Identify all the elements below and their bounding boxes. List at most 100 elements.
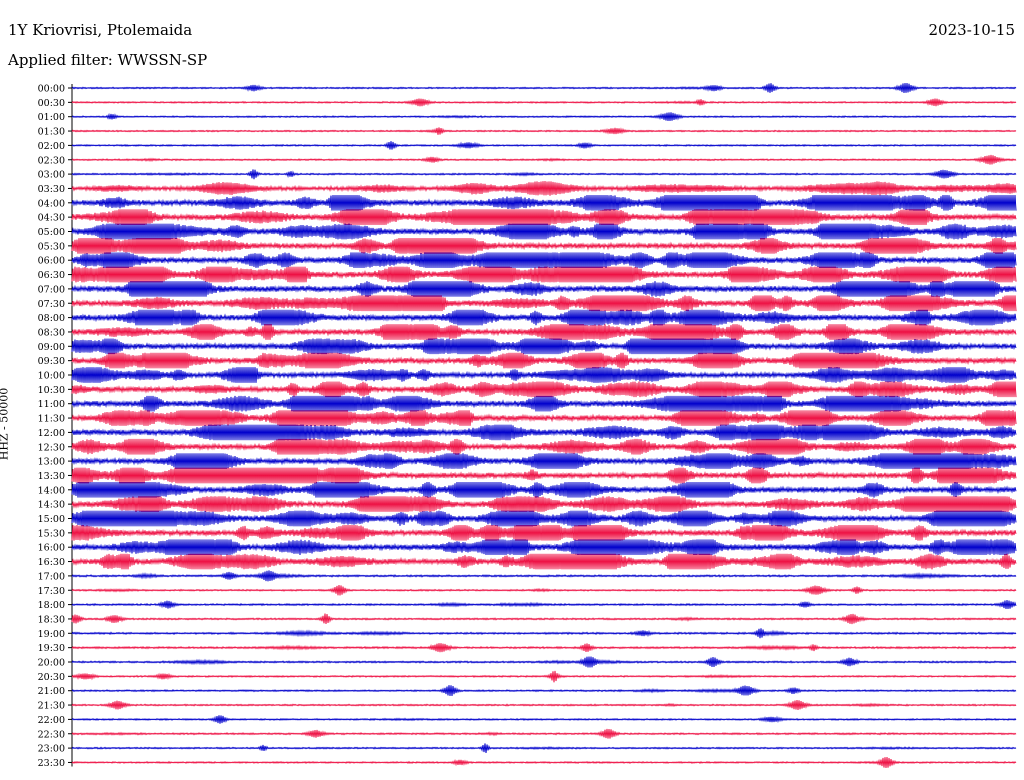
time-tick-label: 00:00 [38, 84, 65, 95]
time-tick-label: 22:30 [38, 729, 65, 740]
seismic-trace-1230 [71, 438, 1017, 455]
time-tick-label: 14:00 [38, 485, 65, 496]
time-tick-label: 18:30 [38, 614, 65, 625]
seismic-trace-1930 [71, 643, 1017, 653]
seismic-trace-0430 [71, 209, 1017, 226]
date-label: 2023-10-15 [928, 21, 1015, 39]
seismic-trace-0830 [71, 324, 1017, 340]
seismic-trace-0630 [71, 266, 1017, 283]
seismic-trace-2330 [71, 757, 1017, 768]
seismic-trace-1700 [71, 570, 1017, 582]
seismic-trace-1830 [71, 613, 1017, 625]
seismic-trace-1100 [71, 395, 1017, 412]
seismic-trace-1030 [71, 381, 1017, 398]
seismic-trace-0600 [71, 252, 1017, 269]
time-tick-label: 22:00 [38, 715, 65, 726]
seismic-trace-0030 [71, 98, 1017, 107]
seismic-trace-2300 [71, 743, 1017, 754]
time-tick-label: 20:30 [38, 672, 65, 683]
time-tick-label: 06:00 [38, 256, 65, 267]
seismic-trace-0130 [71, 127, 1017, 135]
seismic-trace-2130 [71, 700, 1017, 710]
seismic-trace-2000 [71, 656, 1017, 668]
seismic-trace-0100 [71, 112, 1017, 122]
time-tick-label: 07:30 [38, 299, 65, 310]
time-tick-label: 11:30 [38, 414, 65, 425]
time-tick-label: 11:00 [38, 399, 65, 410]
time-tick-label: 03:30 [38, 184, 65, 195]
time-tick-label: 12:00 [38, 428, 65, 439]
time-tick-label: 02:00 [38, 141, 65, 152]
seismic-trace-0230 [71, 154, 1017, 165]
seismic-trace-1400 [71, 481, 1017, 498]
seismic-trace-0300 [71, 169, 1017, 180]
time-tick-label: 02:30 [38, 155, 65, 166]
seismic-trace-0000 [71, 82, 1017, 93]
time-tick-label: 08:00 [38, 313, 65, 324]
seismic-trace-0500 [71, 223, 1017, 240]
seismic-trace-1300 [71, 453, 1017, 469]
seismic-trace-1800 [71, 599, 1017, 609]
seismic-trace-0800 [71, 309, 1017, 326]
time-tick-label: 09:30 [38, 356, 65, 367]
time-tick-label: 20:00 [38, 658, 65, 669]
time-tick-label: 06:30 [38, 270, 65, 281]
time-tick-label: 15:30 [38, 528, 65, 539]
seismic-trace-1330 [71, 467, 1017, 484]
time-tick-label: 10:00 [38, 371, 65, 382]
time-tick-label: 09:00 [38, 342, 65, 353]
seismic-trace-0330 [71, 180, 1017, 196]
time-tick-label: 19:00 [38, 629, 65, 640]
seismic-trace-2030 [71, 670, 1017, 683]
seismic-trace-0400 [71, 194, 1017, 211]
seismic-trace-1900 [71, 628, 1017, 639]
time-tick-label: 21:30 [38, 701, 65, 712]
seismic-trace-0900 [71, 338, 1017, 355]
seismic-trace-2200 [71, 715, 1017, 724]
time-tick-label: 17:00 [38, 571, 65, 582]
filter-label: Applied filter: WWSSN-SP [8, 51, 208, 69]
time-tick-label: 18:00 [38, 600, 65, 611]
time-tick-label: 10:30 [38, 385, 65, 396]
seismic-trace-1500 [71, 510, 1017, 527]
time-tick-label: 13:30 [38, 471, 65, 482]
seismic-trace-0730 [71, 295, 1017, 312]
seismic-trace-2100 [71, 685, 1017, 696]
time-tick-label: 01:30 [38, 127, 65, 138]
time-tick-label: 07:00 [38, 284, 65, 295]
time-tick-label: 13:00 [38, 457, 65, 468]
seismic-trace-1430 [71, 496, 1017, 512]
time-tick-label: 16:00 [38, 543, 65, 554]
seismic-trace-1630 [71, 553, 1017, 570]
time-tick-label: 14:30 [38, 500, 65, 511]
time-tick-label: 17:30 [38, 586, 65, 597]
time-tick-label: 15:00 [38, 514, 65, 525]
seismic-trace-1000 [71, 367, 1017, 383]
seismic-trace-0930 [71, 352, 1017, 369]
time-tick-label: 03:00 [38, 170, 65, 181]
time-tick-label: 23:00 [38, 744, 65, 755]
time-tick-label: 12:30 [38, 442, 65, 453]
time-tick-label: 21:00 [38, 686, 65, 697]
seismic-trace-0700 [71, 281, 1017, 297]
seismic-trace-1600 [71, 539, 1017, 556]
time-tick-label: 04:00 [38, 198, 65, 209]
time-tick-label: 08:30 [38, 327, 65, 338]
seismic-trace-2230 [71, 728, 1017, 739]
time-tick-label: 05:00 [38, 227, 65, 238]
station-title: 1Y Kriovrisi, Ptolemaida [8, 21, 193, 39]
time-tick-label: 16:30 [38, 557, 65, 568]
time-tick-label: 00:30 [38, 98, 65, 109]
time-tick-label: 05:30 [38, 241, 65, 252]
seismic-trace-0530 [71, 237, 1017, 254]
time-tick-label: 01:00 [38, 112, 65, 123]
time-tick-label: 23:30 [38, 758, 65, 769]
seismic-trace-1530 [71, 524, 1017, 541]
seismic-trace-1730 [71, 585, 1017, 596]
time-tick-label: 04:30 [38, 213, 65, 224]
seismic-trace-1200 [71, 424, 1017, 441]
seismic-trace-0200 [71, 141, 1017, 150]
seismic-trace-1130 [71, 410, 1017, 426]
time-tick-label: 19:30 [38, 643, 65, 654]
